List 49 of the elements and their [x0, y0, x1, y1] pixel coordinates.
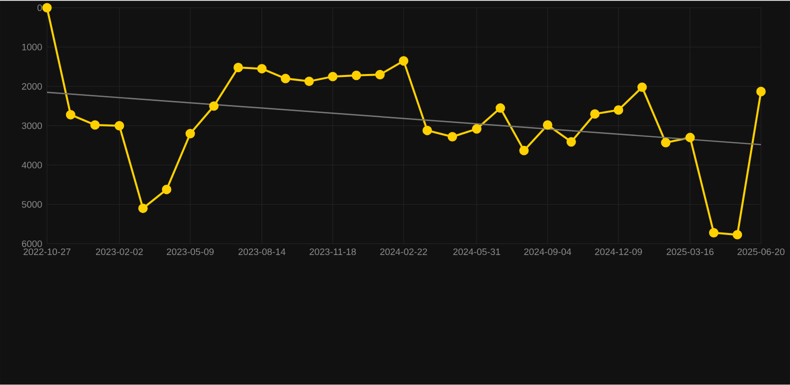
point — [685, 132, 695, 142]
point — [422, 126, 432, 136]
point — [162, 184, 172, 194]
x-tick-label: 2025-06-20 — [738, 248, 784, 256]
point — [448, 132, 458, 142]
point — [304, 76, 314, 86]
point — [637, 82, 647, 92]
point — [114, 121, 124, 131]
point — [756, 86, 766, 96]
point — [257, 64, 267, 74]
point — [186, 129, 195, 138]
point — [138, 204, 148, 214]
point — [375, 70, 385, 80]
point — [732, 230, 742, 240]
x-tick-label: 2023-11-18 — [310, 248, 356, 256]
y-tick-label: 6000 — [22, 240, 42, 248]
y-tick-label: 3000 — [22, 122, 42, 130]
point — [42, 3, 52, 13]
point — [614, 105, 624, 115]
x-tick-label: 2023-05-09 — [166, 248, 214, 256]
y-tick-label: 2000 — [22, 83, 42, 90]
x-tick-label: 2025-03-16 — [666, 248, 714, 256]
x-tick-label: 2024-12-09 — [595, 248, 642, 256]
point — [661, 138, 670, 148]
x-tick-label: 2023-08-14 — [238, 248, 286, 256]
point — [709, 228, 718, 238]
x-tick-label: 2024-09-04 — [524, 248, 572, 256]
point — [472, 124, 482, 134]
y-tick-label: 0 — [37, 4, 42, 12]
y-tick-label: 1000 — [22, 44, 42, 50]
x-tick-label: 2024-02-22 — [380, 248, 428, 256]
y-tick-label: 5000 — [22, 201, 42, 208]
point — [209, 101, 219, 111]
point — [66, 110, 76, 120]
point — [280, 74, 290, 84]
point — [90, 120, 100, 130]
point — [352, 70, 362, 80]
point — [328, 72, 338, 82]
point — [590, 109, 600, 119]
y-tick-label: 4000 — [22, 162, 42, 168]
x-tick-label: 2022-10-27 — [24, 248, 70, 256]
x-tick-label: 2023-02-02 — [96, 248, 143, 256]
point — [398, 56, 408, 66]
point — [234, 62, 243, 72]
point — [566, 137, 576, 147]
point — [519, 146, 529, 156]
point — [496, 103, 506, 113]
x-tick-label: 2024-05-31 — [453, 248, 500, 256]
point — [542, 120, 552, 130]
